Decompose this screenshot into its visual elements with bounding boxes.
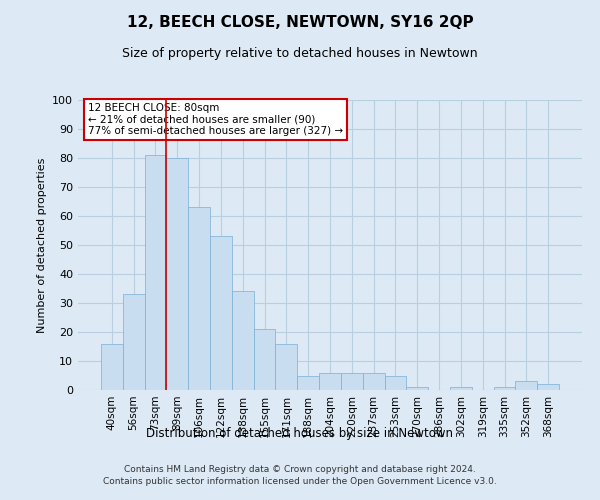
- Bar: [101, 344, 123, 390]
- Text: Distribution of detached houses by size in Newtown: Distribution of detached houses by size …: [146, 428, 454, 440]
- Bar: [210, 236, 232, 390]
- Bar: [254, 329, 275, 390]
- Bar: [385, 376, 406, 390]
- Bar: [275, 344, 297, 390]
- Bar: [515, 382, 537, 390]
- Text: 12, BEECH CLOSE, NEWTOWN, SY16 2QP: 12, BEECH CLOSE, NEWTOWN, SY16 2QP: [127, 15, 473, 30]
- Text: Contains HM Land Registry data © Crown copyright and database right 2024.: Contains HM Land Registry data © Crown c…: [124, 465, 476, 474]
- Bar: [188, 208, 210, 390]
- Bar: [494, 387, 515, 390]
- Bar: [123, 294, 145, 390]
- Bar: [297, 376, 319, 390]
- Bar: [537, 384, 559, 390]
- Bar: [363, 372, 385, 390]
- Text: Contains public sector information licensed under the Open Government Licence v3: Contains public sector information licen…: [103, 478, 497, 486]
- Bar: [145, 155, 166, 390]
- Bar: [450, 387, 472, 390]
- Bar: [406, 387, 428, 390]
- Bar: [166, 158, 188, 390]
- Bar: [232, 292, 254, 390]
- Bar: [341, 372, 363, 390]
- Text: Size of property relative to detached houses in Newtown: Size of property relative to detached ho…: [122, 48, 478, 60]
- Y-axis label: Number of detached properties: Number of detached properties: [37, 158, 47, 332]
- Bar: [319, 372, 341, 390]
- Text: 12 BEECH CLOSE: 80sqm
← 21% of detached houses are smaller (90)
77% of semi-deta: 12 BEECH CLOSE: 80sqm ← 21% of detached …: [88, 103, 343, 136]
